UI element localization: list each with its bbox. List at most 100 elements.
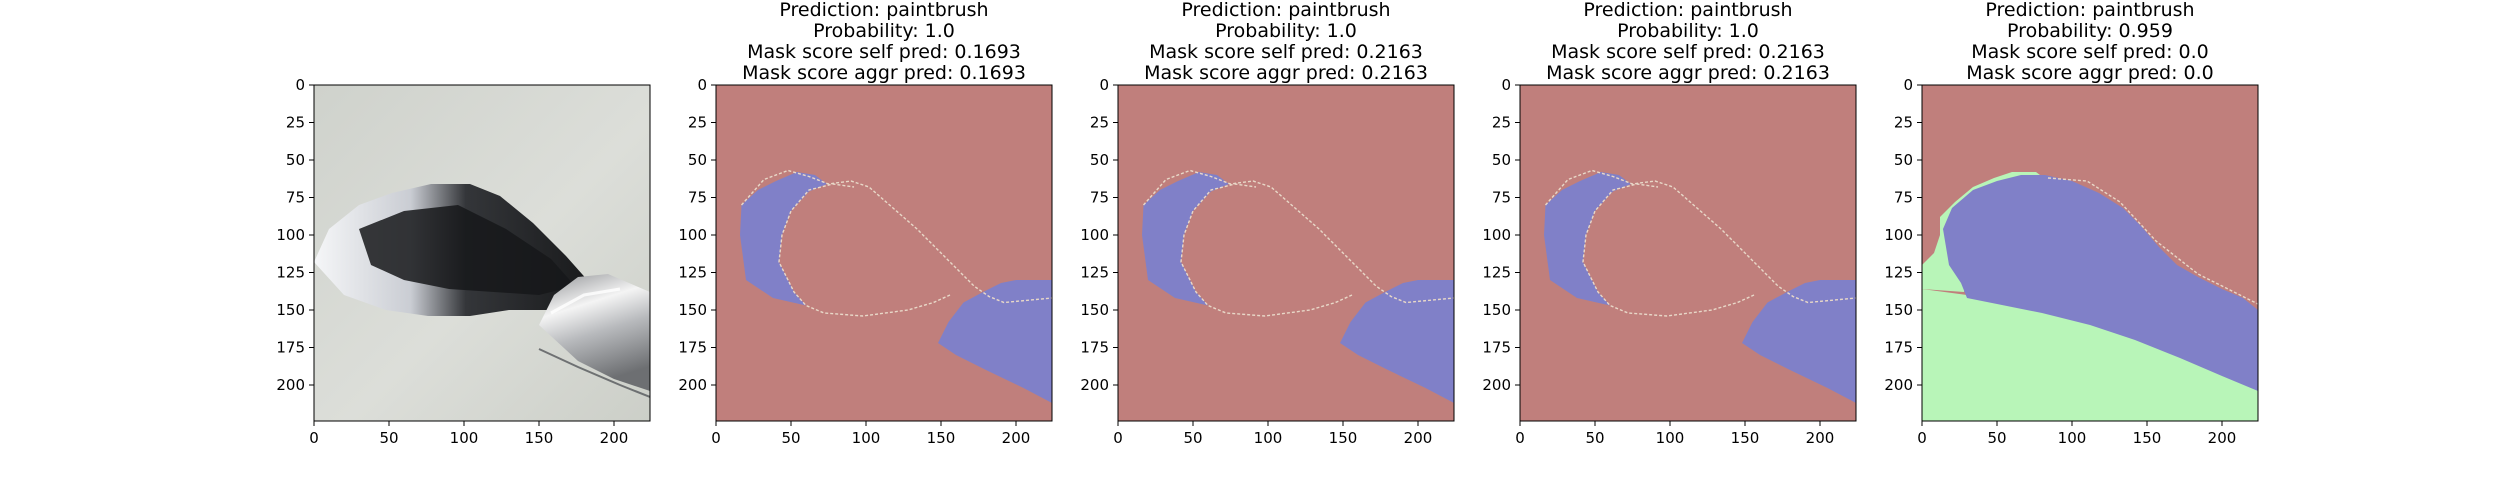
panel-title-line: Mask score self pred: 0.2163 <box>1551 41 1825 63</box>
y-tick-label: 50 <box>1492 151 1511 169</box>
y-tick-label: 75 <box>1894 189 1913 207</box>
y-tick-label: 175 <box>1482 339 1511 357</box>
y-tick-label: 75 <box>286 189 305 207</box>
y-tick-label: 0 <box>1099 76 1109 94</box>
x-tick-label: 0 <box>1113 429 1123 447</box>
x-tick-label: 100 <box>1656 429 1685 447</box>
panel-image <box>1118 85 1454 421</box>
mask-outline-inner <box>1180 183 1353 317</box>
y-tick-label: 125 <box>276 264 305 282</box>
y-tick-label: 75 <box>1492 189 1511 207</box>
y-tick-label: 0 <box>1501 76 1511 94</box>
panel-title-line: Mask score aggr pred: 0.2163 <box>1144 62 1428 84</box>
x-tick-label: 50 <box>1987 429 2006 447</box>
x-tick-label: 100 <box>2058 429 2087 447</box>
bristle-core <box>359 205 575 295</box>
panel-title-line: Prediction: paintbrush <box>779 0 988 21</box>
x-tick-label: 50 <box>1585 429 1604 447</box>
panel-image <box>1922 85 2258 421</box>
mask-outline-outer <box>1142 169 1454 304</box>
x-tick-label: 200 <box>600 429 629 447</box>
panel-image <box>314 85 650 421</box>
y-tick-label: 150 <box>276 301 305 319</box>
mask-region-2 <box>1340 280 1454 403</box>
y-tick-label: 100 <box>1884 226 1913 244</box>
panel-title-line: Probability: 1.0 <box>813 20 955 42</box>
axes-frame <box>1921 84 2259 422</box>
y-tick-label: 200 <box>1482 376 1511 394</box>
x-tick-label: 150 <box>1731 429 1760 447</box>
axes-frame <box>1519 84 1857 422</box>
y-tick-label: 0 <box>697 76 707 94</box>
x-tick-label: 150 <box>2133 429 2162 447</box>
x-tick-label: 200 <box>1404 429 1433 447</box>
x-tick-label: 100 <box>450 429 479 447</box>
x-tick-label: 150 <box>927 429 956 447</box>
mask-outline <box>2047 177 2258 305</box>
axes-frame <box>715 84 1053 422</box>
y-tick-label: 100 <box>1080 226 1109 244</box>
y-tick-label: 50 <box>688 151 707 169</box>
y-tick-label: 25 <box>1894 114 1913 132</box>
x-tick-label: 0 <box>711 429 721 447</box>
panel-title-line: Mask score aggr pred: 0.0 <box>1966 62 2214 84</box>
y-tick-label: 100 <box>678 226 707 244</box>
panel-title-line: Mask score aggr pred: 0.2163 <box>1546 62 1830 84</box>
x-tick-label: 200 <box>2208 429 2237 447</box>
y-tick-label: 125 <box>678 264 707 282</box>
panel-title-line: Probability: 0.959 <box>2007 20 2173 42</box>
y-tick-label: 175 <box>1080 339 1109 357</box>
panel-5: 0 50 100 150 200 0 25 50 75 100 125 150 175 200 Predic… <box>1884 0 2259 447</box>
x-tick-label: 50 <box>1183 429 1202 447</box>
y-tick-label: 25 <box>1492 114 1511 132</box>
mask-outline-outer <box>740 169 1052 304</box>
y-tick-label: 200 <box>276 376 305 394</box>
y-tick-label: 50 <box>286 151 305 169</box>
y-tick-label: 25 <box>688 114 707 132</box>
y-tick-label: 150 <box>1080 301 1109 319</box>
x-tick-label: 0 <box>1515 429 1525 447</box>
x-tick-label: 200 <box>1806 429 1835 447</box>
x-tick-label: 50 <box>379 429 398 447</box>
panel-title-line: Probability: 1.0 <box>1617 20 1759 42</box>
x-tick-label: 150 <box>525 429 554 447</box>
x-tick-label: 0 <box>309 429 319 447</box>
panel-title-line: Mask score self pred: 0.2163 <box>1149 41 1423 63</box>
mask-region-1 <box>1544 172 1631 306</box>
y-tick-label: 175 <box>276 339 305 357</box>
panel-image <box>1520 85 1856 421</box>
y-tick-label: 200 <box>1884 376 1913 394</box>
y-tick-label: 0 <box>1903 76 1913 94</box>
mask-region-2 <box>938 280 1052 403</box>
x-tick-label: 200 <box>1002 429 1031 447</box>
axes-frame <box>313 84 651 422</box>
y-tick-label: 150 <box>1482 301 1511 319</box>
y-tick-label: 25 <box>286 114 305 132</box>
y-tick-label: 150 <box>1884 301 1913 319</box>
panel-3: 0 50 100 150 200 0 25 50 75 100 125 150 175 200 Predic… <box>1080 0 1455 447</box>
panel-title-line: Prediction: paintbrush <box>1181 0 1390 21</box>
panel-2: 0 50 100 150 200 0 25 50 75 100 125 150 175 200 Predic… <box>678 0 1053 447</box>
x-tick-label: 0 <box>1917 429 1927 447</box>
mask-region-2 <box>1922 289 2258 421</box>
panel-1: 0 50 100 150 200 0 25 50 75 100 125 150 175 200 <box>276 76 651 447</box>
panel-title-line: Mask score self pred: 0.0 <box>1971 41 2209 63</box>
y-tick-label: 75 <box>1090 189 1109 207</box>
y-tick-label: 50 <box>1894 151 1913 169</box>
y-tick-label: 75 <box>688 189 707 207</box>
mask-outline-inner <box>778 183 951 317</box>
mask-region-1 <box>1142 172 1229 306</box>
panel-4: 0 50 100 150 200 0 25 50 75 100 125 150 175 200 Predic… <box>1482 0 1857 447</box>
y-tick-label: 25 <box>1090 114 1109 132</box>
panel-title-line: Mask score aggr pred: 0.1693 <box>742 62 1026 84</box>
y-tick-label: 175 <box>678 339 707 357</box>
mask-outline-inner <box>1582 183 1755 317</box>
y-tick-label: 200 <box>1080 376 1109 394</box>
y-tick-label: 100 <box>276 226 305 244</box>
mask-outline-outer <box>1544 169 1856 304</box>
x-tick-label: 100 <box>852 429 881 447</box>
y-tick-label: 175 <box>1884 339 1913 357</box>
panel-title-line: Prediction: paintbrush <box>1985 0 2194 21</box>
y-tick-label: 50 <box>1090 151 1109 169</box>
